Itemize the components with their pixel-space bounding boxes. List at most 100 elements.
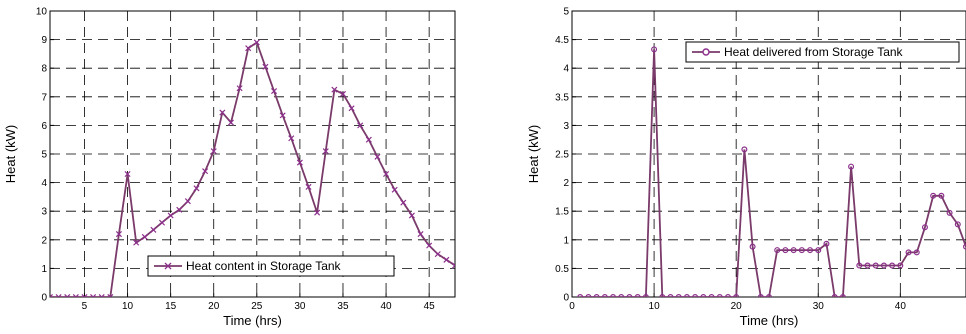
y-tick-label: 2 [563, 178, 569, 189]
x-tick-label: 10 [122, 301, 134, 312]
data-point [296, 159, 303, 166]
data-point [938, 192, 945, 199]
data-point [930, 192, 937, 199]
y-tick-label: 4.5 [555, 35, 569, 46]
data-point [577, 294, 584, 297]
legend: Heat content in Storage Tank [147, 255, 395, 277]
data-point [331, 86, 338, 93]
data-point [271, 88, 278, 95]
data-point [716, 294, 723, 297]
data-point [279, 112, 286, 119]
x-tick-label: 45 [424, 301, 436, 312]
data-point [782, 247, 789, 254]
data-point [158, 219, 166, 226]
y-tick-label: 0.5 [555, 264, 569, 275]
data-point [683, 294, 690, 297]
data-point [839, 294, 846, 297]
data-point [733, 294, 740, 297]
data-point [55, 293, 62, 297]
data-point [954, 221, 961, 228]
data-point [383, 170, 390, 178]
data-point [115, 231, 122, 238]
data-point [724, 294, 731, 297]
data-point [815, 247, 822, 254]
data-point [708, 294, 715, 297]
data-point [610, 294, 617, 297]
data-point [593, 294, 600, 297]
data-point [90, 293, 97, 297]
data-point [417, 231, 424, 238]
data-point [946, 209, 953, 216]
x-tick-label: 30 [813, 301, 825, 312]
data-point [700, 294, 707, 297]
data-point [219, 109, 226, 116]
y-tick-label: 4 [41, 178, 47, 189]
y-axis-label: Heat (kW) [3, 125, 18, 184]
data-point [253, 39, 260, 46]
data-point [864, 262, 871, 269]
data-point [692, 294, 699, 297]
data-point [245, 45, 252, 52]
data-point [675, 294, 682, 297]
x-tick-label: 20 [731, 301, 743, 312]
legend-marker [164, 262, 172, 270]
data-point [880, 262, 887, 269]
y-tick-label: 5 [41, 150, 47, 161]
data-point [749, 243, 756, 250]
data-point [50, 293, 54, 297]
data-point [64, 293, 71, 297]
data-point [757, 294, 764, 297]
x-tick-label: 0 [569, 301, 575, 312]
y-tick-label: 8 [41, 64, 47, 75]
legend-box [685, 41, 960, 63]
data-point [626, 294, 633, 297]
data-point [905, 249, 912, 256]
x-axis-label: Time (hrs) [223, 313, 282, 328]
data-point [408, 212, 415, 219]
data-point [434, 251, 441, 258]
data-point [348, 105, 355, 112]
y-tick-label: 1 [563, 235, 569, 246]
data-point [193, 185, 200, 192]
data-point [667, 294, 674, 297]
data-point [451, 262, 455, 269]
data-point [210, 148, 217, 155]
y-tick-label: 3.5 [555, 92, 569, 103]
data-point [167, 212, 174, 219]
data-point [774, 247, 781, 254]
x-axis-label: Time (hrs) [740, 313, 799, 328]
data-point [391, 186, 398, 193]
data-point [651, 46, 658, 53]
data-point [227, 119, 234, 126]
y-tick-label: 9 [41, 35, 47, 46]
data-point [634, 294, 641, 297]
y-tick-label: 0 [563, 293, 569, 304]
data-point [766, 294, 772, 297]
y-tick-label: 1.5 [555, 207, 569, 218]
data-point [741, 146, 748, 153]
y-tick-label: 0 [41, 293, 47, 304]
data-point [889, 262, 896, 269]
legend-box [147, 255, 395, 277]
data-layer [577, 46, 966, 297]
data-point [400, 199, 407, 206]
data-point [913, 249, 920, 256]
y-tick-label: 3 [41, 207, 47, 218]
y-tick-label: 4 [563, 64, 569, 75]
data-point [322, 148, 329, 155]
data-point [872, 262, 879, 269]
data-point [107, 293, 114, 297]
y-tick-label: 10 [36, 7, 48, 18]
data-point [98, 293, 105, 297]
data-point [72, 293, 79, 297]
data-point [357, 122, 364, 129]
data-point [618, 294, 625, 297]
data-point [314, 209, 321, 216]
x-tick-label: 25 [251, 301, 263, 312]
x-tick-label: 35 [337, 301, 349, 312]
data-point [202, 168, 209, 175]
data-point [133, 239, 140, 246]
x-tick-label: 40 [381, 301, 393, 312]
y-tick-label: 3 [563, 121, 569, 132]
